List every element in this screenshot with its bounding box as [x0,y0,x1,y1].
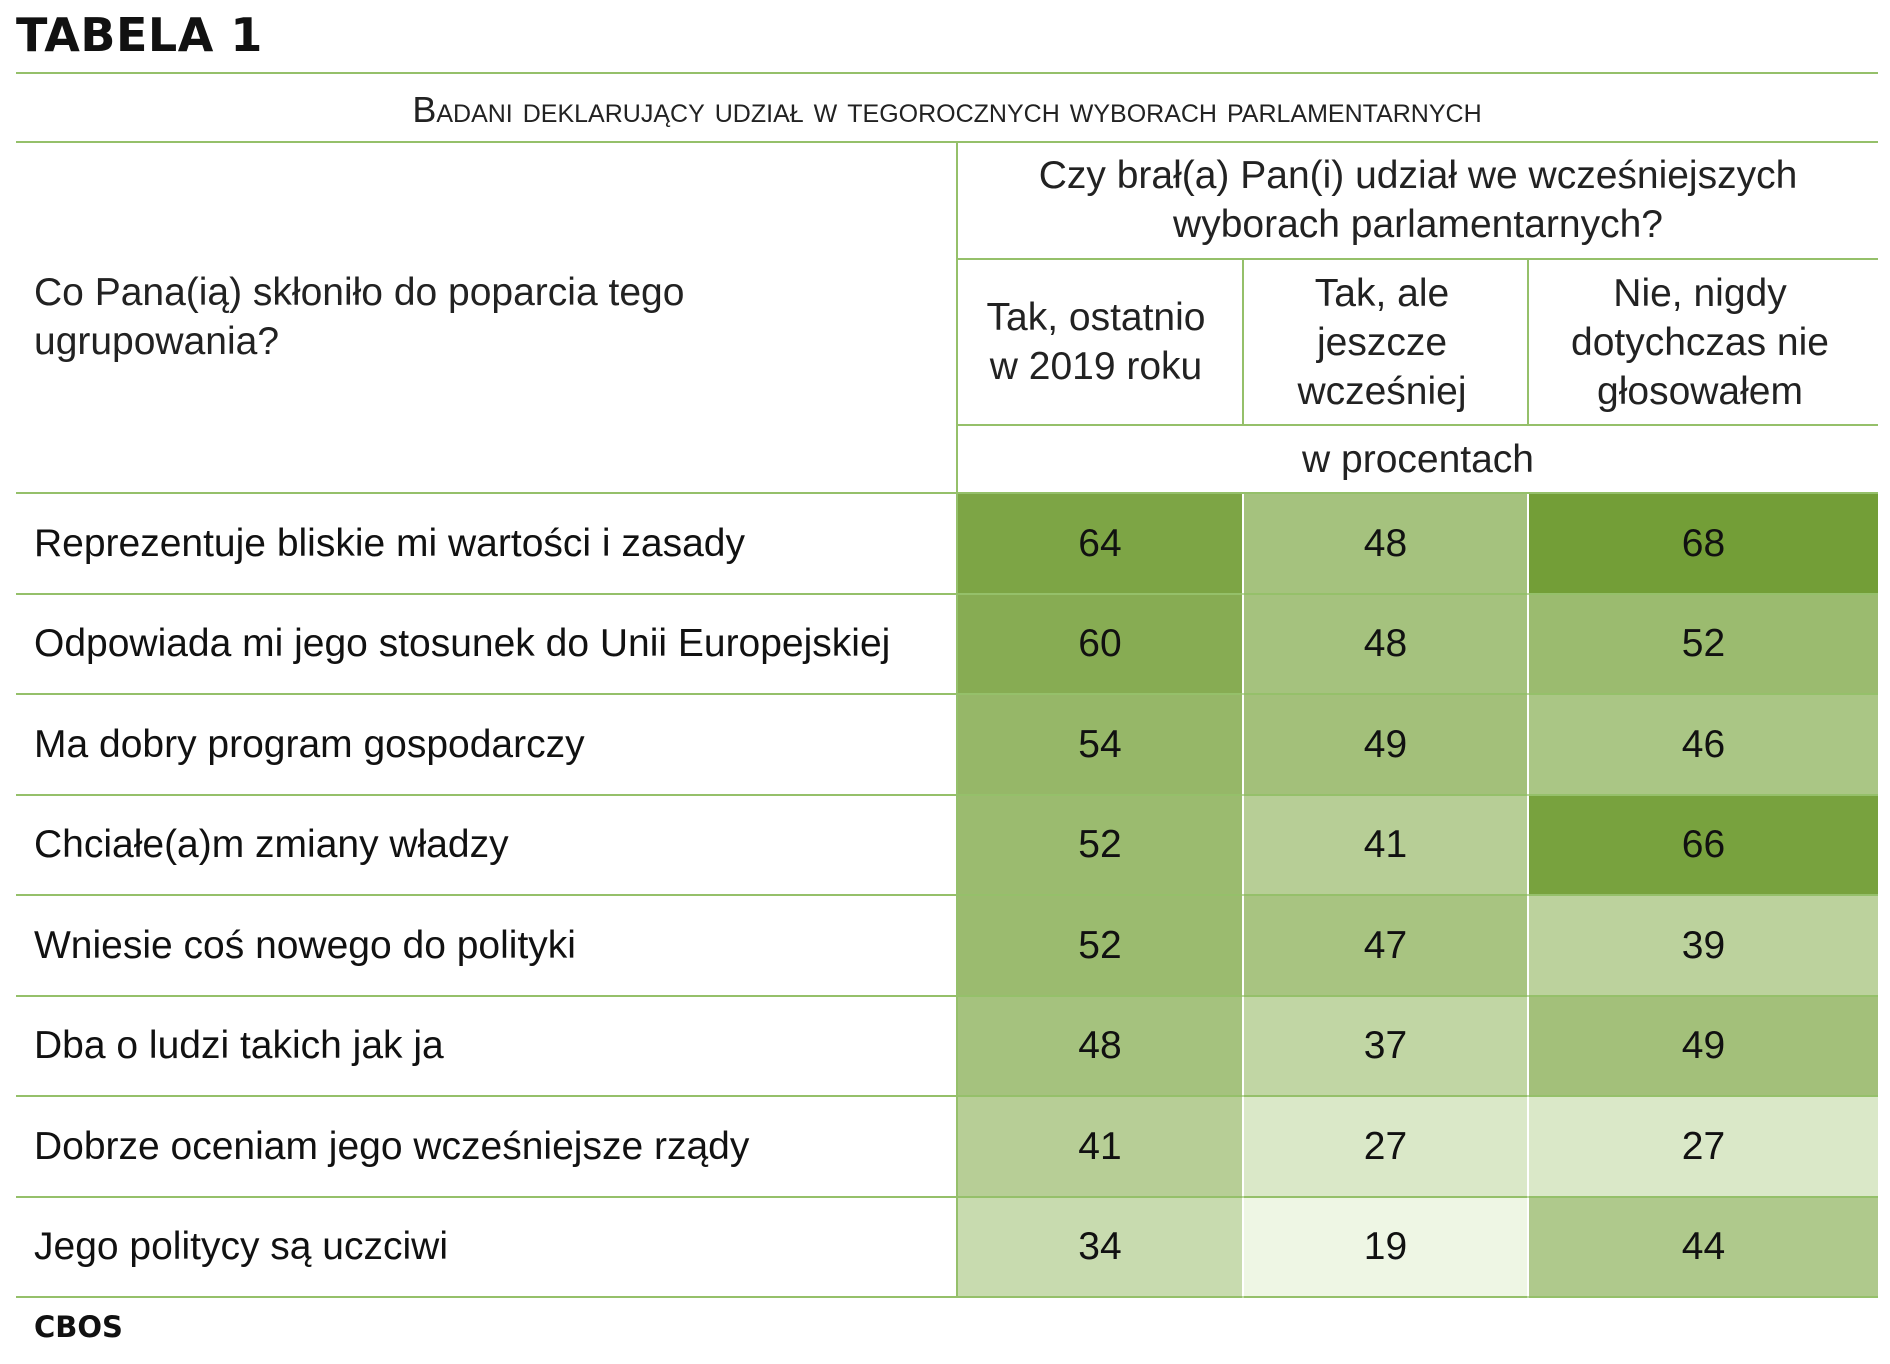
value-cell: 47 [1244,896,1527,995]
value-cell: 27 [1244,1097,1527,1196]
value-cell: 52 [958,796,1242,894]
value-cell: 64 [958,494,1242,593]
column-header-3: Nie, nigdy dotychczas nie głosowałem [1571,271,1829,413]
rule-under-column-headers [958,424,1878,426]
row-label: Chciałe(a)m zmiany władzy [34,823,509,866]
value-cell: 39 [1529,896,1878,995]
value-cell: 48 [958,997,1242,1095]
value-cell: 52 [958,896,1242,995]
value-cell: 41 [958,1097,1242,1196]
row-rule [16,1095,1878,1097]
row-rule [16,995,1878,997]
unit-label: w procentach [1302,437,1534,481]
value-cell: 48 [1244,494,1527,593]
value-cell: 68 [1529,494,1878,593]
row-label: Jego politycy są uczciwi [34,1225,448,1268]
value-cell: 27 [1529,1097,1878,1196]
row-label: Dobrze oceniam jego wcześniejsze rządy [34,1124,750,1168]
rule-header-divider [956,141,958,1297]
value-cell: 54 [958,695,1242,794]
row-rule [16,693,1878,695]
value-cell: 37 [1244,997,1527,1095]
row-label: Odpowiada mi jego stosunek do Unii Europ… [34,622,891,665]
value-cell: 66 [1529,796,1878,894]
rule-under-subtitle [16,141,1878,143]
column-question-header: Czy brał(a) Pan(i) udział we wcześniejsz… [1038,153,1798,246]
rule-top [16,72,1878,74]
value-cell: 41 [1244,796,1527,894]
row-label: Ma dobry program gospodarczy [34,722,585,766]
rule-col-sep-2-header [1527,258,1529,424]
row-rule [16,794,1878,796]
column-header-1: Tak, ostatnio w 2019 roku [986,296,1206,388]
value-cell: 46 [1529,695,1878,794]
rule-under-header [16,492,1878,494]
column-separator [1242,494,1244,1298]
row-rule [16,593,1878,595]
value-cell: 60 [958,595,1242,693]
column-header-2: Tak, ale jeszcze wcześniej [1297,271,1467,413]
value-cell: 34 [958,1198,1242,1296]
source-label: CBOS [34,1310,123,1344]
value-cell: 49 [1529,997,1878,1095]
value-cell: 19 [1244,1198,1527,1296]
row-label: Reprezentuje bliskie mi wartości i zasad… [34,521,745,565]
table-title: TABELA 1 [16,8,263,62]
row-rule [16,1196,1878,1198]
value-cell: 52 [1529,595,1878,693]
value-cell: 44 [1529,1198,1878,1296]
value-cell: 48 [1244,595,1527,693]
column-separator [1527,494,1529,1298]
row-rule [16,1296,1878,1298]
row-question-header: Co Pana(ią) skłoniło do poparcia tego ug… [34,271,685,363]
rule-col-sep-1-header [1242,258,1244,424]
rule-under-column-question [958,258,1878,260]
row-rule [16,894,1878,896]
row-label: Dba o ludzi takich jak ja [34,1024,444,1067]
table-subtitle: Badani deklarujący udział w tegorocznych… [412,89,1482,130]
value-cell: 49 [1244,695,1527,794]
row-label: Wniesie coś nowego do polityki [34,923,576,967]
